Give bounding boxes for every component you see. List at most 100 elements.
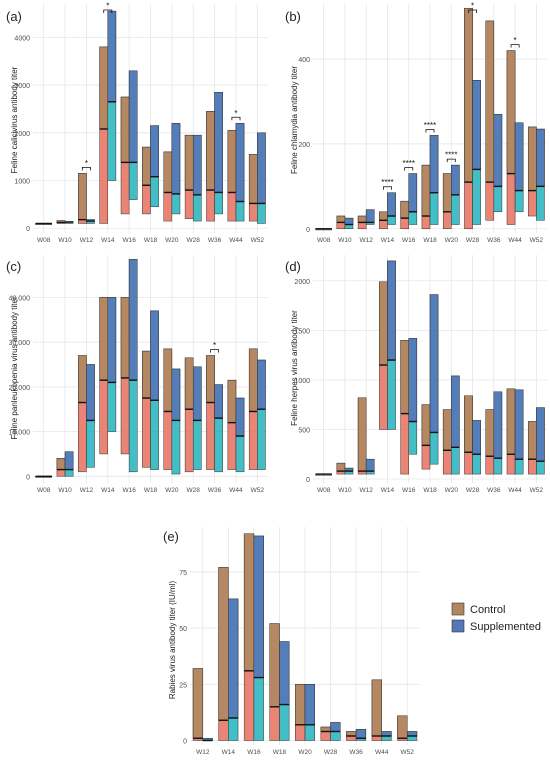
x-tick-label: W36 xyxy=(208,487,222,494)
range-bar-upper-control xyxy=(78,173,87,220)
plot-area-e: 0 25 50 75 W12 W14 W16 W18 W20 W28 W36 W44 W52 xyxy=(179,527,420,756)
significance-bracket xyxy=(446,158,456,163)
x-tick-label: W52 xyxy=(530,237,544,244)
range-bar-upper-control xyxy=(336,462,346,472)
range-bar-upper-control xyxy=(184,134,194,191)
range-bar-upper-control xyxy=(218,567,229,721)
x-tick-label: W18 xyxy=(423,237,437,244)
x-tick-label: W18 xyxy=(144,237,158,244)
y-tick-label: 1500 xyxy=(294,328,310,335)
range-bar-upper-control xyxy=(371,679,382,737)
range-bar-upper-supplemented xyxy=(171,123,181,195)
range-bar-upper-supplemented xyxy=(514,122,524,191)
x-tick-label: W44 xyxy=(508,487,522,494)
x-tick-label: W18 xyxy=(144,487,158,494)
significance-label: **** xyxy=(403,159,415,168)
range-bar-upper-supplemented xyxy=(214,92,223,193)
range-bar-upper-supplemented xyxy=(253,535,264,678)
x-tick-label: W14 xyxy=(381,237,395,244)
x-tick-label: W28 xyxy=(324,749,338,756)
range-bar-upper-supplemented xyxy=(214,384,223,419)
range-bar-upper-control xyxy=(56,458,66,470)
range-bar-upper-supplemented xyxy=(365,209,375,223)
legend: Control Supplemented xyxy=(451,602,541,633)
x-tick-label: W20 xyxy=(445,487,459,494)
x-tick-label: W52 xyxy=(401,749,415,756)
range-bar-upper-control xyxy=(357,397,367,472)
range-bar-upper-supplemented xyxy=(192,134,202,196)
x-tick-label: W44 xyxy=(508,237,522,244)
x-tick-label: W28 xyxy=(466,487,480,494)
range-bar-upper-control xyxy=(357,215,367,223)
range-bar-upper-control xyxy=(400,340,409,414)
significance-bracket xyxy=(404,167,414,171)
range-bar-upper-supplemented xyxy=(408,338,418,422)
x-tick-label: W10 xyxy=(58,487,72,494)
y-axis-label: Feline chlamydia antibody titer xyxy=(290,66,299,174)
range-bar-upper-control xyxy=(528,126,537,191)
x-tick-label: W20 xyxy=(445,237,459,244)
x-tick-label: W10 xyxy=(58,237,72,244)
x-tick-label: W08 xyxy=(37,237,51,244)
range-bar-upper-control xyxy=(248,348,258,412)
x-tick-label: W08 xyxy=(317,487,331,494)
range-bar-upper-control xyxy=(421,404,431,446)
x-tick-label: W12 xyxy=(196,749,210,756)
panel-b: (b) Feline chlamydia antibody titer 0 200… xyxy=(285,2,547,244)
range-bar-upper-supplemented xyxy=(344,217,354,225)
range-bar-upper-control xyxy=(243,533,255,672)
range-bar-upper-supplemented xyxy=(451,375,460,448)
range-bar-upper-supplemented xyxy=(429,135,439,193)
range-bar-upper-control xyxy=(142,350,151,399)
x-tick-label: W12 xyxy=(359,487,373,494)
x-tick-label: W14 xyxy=(101,487,115,494)
x-tick-label: W16 xyxy=(122,237,136,244)
panel-label: (e) xyxy=(163,529,179,544)
y-tick-label: 75 xyxy=(179,570,187,577)
x-tick-label: W52 xyxy=(251,487,265,494)
range-bar-upper-control xyxy=(397,715,408,739)
significance-bracket xyxy=(510,44,520,48)
range-bar-upper-control xyxy=(99,46,109,130)
y-tick-label: 2000 xyxy=(14,131,30,138)
range-bar-upper-supplemented xyxy=(365,458,375,472)
panel-label: (c) xyxy=(6,259,21,274)
x-tick-label: W16 xyxy=(247,749,261,756)
range-bar-upper-supplemented xyxy=(192,366,202,421)
x-tick-label: W12 xyxy=(80,487,94,494)
significance-bracket xyxy=(210,349,220,353)
legend-swatch-control xyxy=(451,602,465,616)
y-tick-label: 40,000 xyxy=(9,295,31,302)
significance-bracket xyxy=(81,166,91,171)
range-bar-upper-control xyxy=(99,297,109,381)
range-bar-upper-control xyxy=(379,211,388,221)
range-bar-upper-supplemented xyxy=(536,128,545,187)
range-bar-upper-supplemented xyxy=(304,684,315,726)
range-bar-upper-control xyxy=(163,348,173,412)
plot-area-d: 0 500 1000 1500 2000 W08 W10 W12 W14 W16 W18 W20 W28… xyxy=(294,255,547,494)
panel-e: (e) Rabies virus antibody titer (IU/ml) … xyxy=(163,527,420,756)
range-bar-upper-control xyxy=(227,130,237,193)
x-tick-label: W18 xyxy=(423,487,437,494)
x-tick-label: W16 xyxy=(402,487,416,494)
y-tick-label: 0 xyxy=(26,226,30,233)
range-bar-upper-supplemented xyxy=(86,364,95,421)
y-tick-label: 400 xyxy=(298,57,310,64)
range-bar-upper-supplemented xyxy=(429,294,439,433)
significance-label: * xyxy=(213,341,216,350)
x-tick-label: W20 xyxy=(298,749,312,756)
range-bar-upper-control xyxy=(192,668,204,739)
x-tick-label: W12 xyxy=(80,237,94,244)
x-tick-label: W36 xyxy=(487,237,501,244)
range-bar-upper-supplemented xyxy=(451,164,460,196)
range-bar-upper-supplemented xyxy=(150,310,159,401)
x-tick-label: W20 xyxy=(165,487,179,494)
range-bar-upper-control xyxy=(506,50,516,174)
plot-area-a: 0 1000 2000 3000 4000 W08 W10 W12 W14 W16 W18 W20 W2… xyxy=(14,2,268,244)
significance-label: **** xyxy=(424,121,436,130)
range-bar-upper-supplemented xyxy=(387,192,396,217)
range-bar-upper-supplemented xyxy=(536,407,545,462)
range-bar-upper-control xyxy=(163,151,173,193)
significance-bracket xyxy=(468,9,477,13)
